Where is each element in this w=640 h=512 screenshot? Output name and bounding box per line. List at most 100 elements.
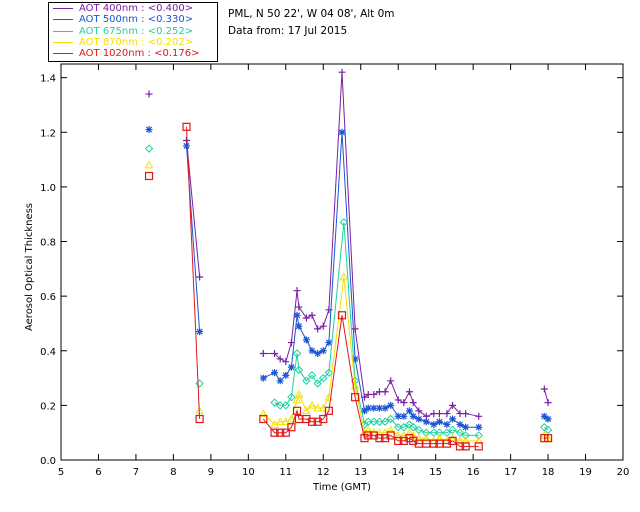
series-line-400 xyxy=(543,388,549,403)
data-point-500 xyxy=(462,423,470,431)
data-point-1020 xyxy=(380,434,390,443)
data-point-400 xyxy=(308,311,316,319)
data-point-400 xyxy=(381,388,389,396)
data-point-500 xyxy=(409,412,417,420)
data-point-500 xyxy=(293,311,301,319)
data-point-400 xyxy=(276,355,284,363)
data-point-675 xyxy=(405,420,414,429)
data-point-675 xyxy=(294,365,304,375)
data-point-400 xyxy=(319,322,327,330)
data-point-1020 xyxy=(292,406,302,415)
x-tick-label: 20 xyxy=(617,467,630,478)
data-point-870 xyxy=(287,414,296,423)
data-point-675 xyxy=(195,379,204,388)
y-tick-label: 0.4 xyxy=(40,347,56,358)
data-point-675 xyxy=(324,368,334,377)
data-point-870 xyxy=(474,436,484,445)
data-point-400 xyxy=(400,399,408,407)
data-point-500 xyxy=(282,371,290,379)
data-point-1020 xyxy=(474,442,483,451)
data-point-500 xyxy=(540,412,548,420)
data-point-400 xyxy=(435,410,443,418)
legend-swatch-675 xyxy=(53,30,73,32)
x-tick-label: 17 xyxy=(504,467,517,478)
data-point-1020 xyxy=(543,434,553,443)
data-point-1020 xyxy=(195,414,204,424)
legend-swatch-870 xyxy=(53,41,73,43)
data-point-1020 xyxy=(287,423,296,432)
data-point-675 xyxy=(144,144,154,153)
site-location: PML, N 50 22', W 04 08', Alt 0m xyxy=(228,8,395,20)
x-tick-label: 16 xyxy=(467,467,480,478)
x-tick-label: 7 xyxy=(133,467,139,478)
data-point-400 xyxy=(259,349,267,357)
data-point-1020 xyxy=(429,439,438,448)
data-point-675 xyxy=(313,379,322,388)
plot-area xyxy=(60,63,624,461)
data-point-675 xyxy=(292,349,302,358)
data-point-870 xyxy=(421,433,431,442)
x-tick-label: 10 xyxy=(242,467,255,478)
data-point-675 xyxy=(270,398,279,407)
data-point-400 xyxy=(370,390,378,398)
data-point-675 xyxy=(455,428,465,437)
series-675 xyxy=(144,144,553,440)
data-point-400 xyxy=(405,388,413,396)
series-line-400 xyxy=(186,140,201,278)
data-point-675 xyxy=(414,425,424,435)
data-point-400 xyxy=(196,273,204,281)
data-point-400 xyxy=(544,399,552,407)
data-point-1020 xyxy=(455,442,465,451)
data-point-675 xyxy=(399,423,409,432)
series-line-675 xyxy=(274,222,479,436)
data-point-500 xyxy=(475,423,483,431)
x-tick-label: 8 xyxy=(170,467,176,478)
data-point-500 xyxy=(544,415,552,423)
legend-swatch-1020 xyxy=(53,53,73,55)
data-point-870 xyxy=(302,406,311,415)
x-tick-label: 18 xyxy=(542,467,555,478)
y-tick-label: 1.4 xyxy=(40,74,56,85)
data-point-870 xyxy=(307,400,317,409)
data-point-675 xyxy=(275,401,285,410)
data-point-870 xyxy=(339,272,349,281)
data-point-400 xyxy=(293,287,301,295)
legend: AOT 400nm : <0.400> AOT 500nm : <0.330> … xyxy=(48,2,218,62)
data-point-500 xyxy=(287,363,295,371)
x-tick-label: 12 xyxy=(317,467,330,478)
data-point-500 xyxy=(405,407,413,415)
data-point-400 xyxy=(475,412,483,420)
data-point-675 xyxy=(393,423,403,432)
data-point-500 xyxy=(145,126,153,134)
data-point-870 xyxy=(393,430,403,439)
data-point-870 xyxy=(275,417,285,426)
data-point-500 xyxy=(422,418,430,426)
legend-item-1020: AOT 1020nm : <0.176> xyxy=(49,48,217,59)
data-point-675 xyxy=(474,431,483,440)
data-point-675 xyxy=(386,414,395,424)
data-point-1020 xyxy=(442,439,452,448)
legend-item-500: AOT 500nm : <0.330> xyxy=(49,14,217,25)
data-point-870 xyxy=(270,419,279,428)
data-point-500 xyxy=(276,377,284,385)
data-point-1020 xyxy=(276,428,285,437)
data-date: Data from: 17 Jul 2015 xyxy=(228,25,348,37)
data-point-400 xyxy=(295,303,303,311)
data-point-675 xyxy=(287,392,296,402)
data-point-1020 xyxy=(448,436,457,445)
data-point-675 xyxy=(375,417,384,426)
data-point-500 xyxy=(435,418,443,426)
data-point-500 xyxy=(314,349,322,357)
y-tick-label: 1.2 xyxy=(40,128,56,139)
data-point-500 xyxy=(259,374,267,382)
data-point-500 xyxy=(302,336,310,344)
y-tick-label: 0.0 xyxy=(40,456,56,467)
data-point-675 xyxy=(364,417,373,426)
data-point-1020 xyxy=(281,428,290,437)
data-point-675 xyxy=(461,431,470,440)
data-point-1020 xyxy=(319,414,328,424)
x-tick-label: 19 xyxy=(579,467,592,478)
data-point-675 xyxy=(448,425,457,435)
x-tick-label: 15 xyxy=(429,467,442,478)
